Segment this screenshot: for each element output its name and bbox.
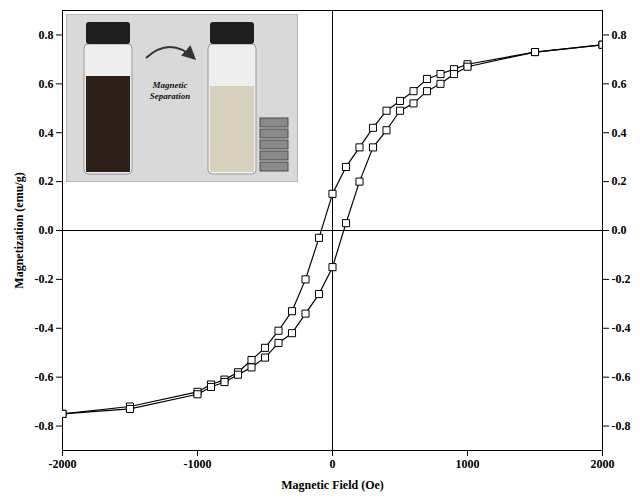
svg-text:0.8: 0.8 <box>39 28 54 42</box>
svg-text:0.0: 0.0 <box>39 223 54 237</box>
svg-text:0.2: 0.2 <box>612 174 627 188</box>
svg-text:-0.8: -0.8 <box>35 419 54 433</box>
svg-text:-0.4: -0.4 <box>612 321 631 335</box>
svg-text:0.6: 0.6 <box>612 77 627 91</box>
svg-text:-0.2: -0.2 <box>35 272 54 286</box>
svg-text:Magnetic Field (Oe): Magnetic Field (Oe) <box>281 478 384 492</box>
svg-text:-0.4: -0.4 <box>35 321 54 335</box>
svg-text:2000: 2000 <box>591 457 615 471</box>
svg-text:Magnetization (emu/g): Magnetization (emu/g) <box>12 172 26 288</box>
svg-text:-1000: -1000 <box>184 457 212 471</box>
svg-text:0.2: 0.2 <box>39 174 54 188</box>
svg-text:-0.8: -0.8 <box>612 419 631 433</box>
svg-text:0: 0 <box>330 457 336 471</box>
svg-text:-0.2: -0.2 <box>612 272 631 286</box>
svg-text:-0.6: -0.6 <box>612 370 631 384</box>
svg-text:0.4: 0.4 <box>612 126 627 140</box>
svg-text:0.6: 0.6 <box>39 77 54 91</box>
svg-text:0.0: 0.0 <box>612 223 627 237</box>
svg-text:-2000: -2000 <box>49 457 77 471</box>
svg-text:MagneticSeparation: MagneticSeparation <box>150 80 191 101</box>
svg-text:0.8: 0.8 <box>612 28 627 42</box>
svg-text:-0.6: -0.6 <box>35 370 54 384</box>
svg-text:0.4: 0.4 <box>39 126 54 140</box>
svg-text:1000: 1000 <box>456 457 480 471</box>
